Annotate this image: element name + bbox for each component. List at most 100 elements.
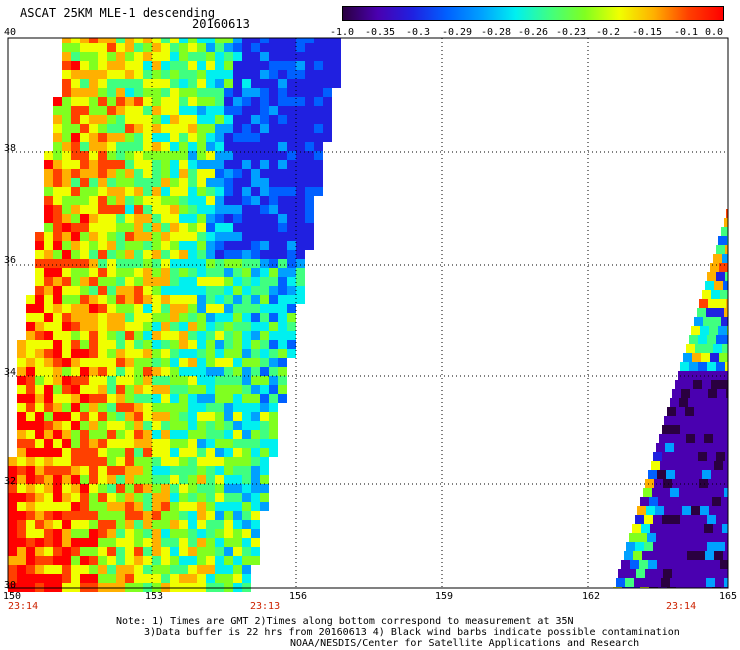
swath-cell xyxy=(224,340,233,349)
swath-cell xyxy=(35,286,44,295)
swath-cell xyxy=(179,142,188,151)
swath-cell xyxy=(260,403,269,412)
swath-cell xyxy=(134,124,143,133)
swath-cell xyxy=(278,70,287,79)
swath-cell xyxy=(206,520,215,529)
swath-cell xyxy=(233,38,242,47)
swath-cell xyxy=(287,205,296,214)
swath-cell xyxy=(667,497,676,506)
swath-cell xyxy=(134,331,143,340)
swath-cell xyxy=(224,385,233,394)
swath-cell xyxy=(233,295,242,304)
swath-cell xyxy=(206,556,215,565)
swath-cell xyxy=(206,151,215,160)
colorbar-label: -0.28 xyxy=(480,27,512,38)
swath-cell xyxy=(35,457,44,466)
swath-cell xyxy=(98,511,107,520)
swath-cell xyxy=(179,529,188,538)
swath-cell xyxy=(278,268,287,277)
swath-cell xyxy=(314,38,323,47)
swath-cell xyxy=(134,241,143,250)
swath-cell xyxy=(62,502,71,511)
swath-cell xyxy=(116,205,125,214)
swath-cell xyxy=(107,151,116,160)
swath-cell xyxy=(305,214,314,223)
swath-cell xyxy=(71,529,80,538)
swath-cell xyxy=(697,308,706,317)
swath-cell xyxy=(215,412,224,421)
swath-cell xyxy=(723,551,728,560)
swath-cell xyxy=(143,340,152,349)
swath-cell xyxy=(44,277,53,286)
swath-cell xyxy=(80,97,89,106)
swath-cell xyxy=(720,560,728,569)
swath-cell xyxy=(53,439,62,448)
swath-cell xyxy=(89,106,98,115)
swath-cell xyxy=(107,367,116,376)
swath-cell xyxy=(260,241,269,250)
swath-cell xyxy=(161,484,170,493)
lat-label-40: 40 xyxy=(4,27,17,38)
swath-cell xyxy=(260,457,269,466)
swath-cell xyxy=(125,466,134,475)
swath-cell xyxy=(53,493,62,502)
swath-cell xyxy=(278,169,287,178)
swath-cell xyxy=(260,340,269,349)
swath-cell xyxy=(287,331,296,340)
swath-cell xyxy=(224,187,233,196)
swath-cell xyxy=(233,376,242,385)
swath-cell xyxy=(134,457,143,466)
swath-cell xyxy=(233,124,242,133)
swath-cell xyxy=(215,493,224,502)
swath-cell xyxy=(233,232,242,241)
swath-cell xyxy=(690,569,699,578)
swath-cell xyxy=(719,533,728,542)
swath-cell xyxy=(170,538,179,547)
swath-cell xyxy=(632,524,641,533)
swath-cell xyxy=(71,52,80,61)
swath-cell xyxy=(89,565,98,574)
swath-cell xyxy=(161,160,170,169)
swath-cell xyxy=(634,578,643,587)
swath-cell xyxy=(242,484,251,493)
swath-cell xyxy=(242,511,251,520)
swath-cell xyxy=(116,421,125,430)
swath-cell xyxy=(650,524,659,533)
swath-cell xyxy=(170,106,179,115)
swath-cell xyxy=(179,475,188,484)
swath-cell xyxy=(260,187,269,196)
swath-cell xyxy=(62,223,71,232)
swath-cell xyxy=(224,502,233,511)
swath-cell xyxy=(89,115,98,124)
swath-cell xyxy=(116,115,125,124)
swath-cell xyxy=(161,394,170,403)
swath-cell xyxy=(107,493,116,502)
swath-cell xyxy=(98,88,107,97)
swath-cell xyxy=(170,457,179,466)
swath-cell xyxy=(53,124,62,133)
swath-cell xyxy=(197,322,206,331)
swath-cell xyxy=(71,169,80,178)
swath-cell xyxy=(689,542,698,551)
swath-cell xyxy=(62,331,71,340)
swath-cell xyxy=(80,259,89,268)
swath-cell xyxy=(134,574,143,583)
swath-cell xyxy=(224,421,233,430)
swath-cell xyxy=(152,565,161,574)
swath-cell xyxy=(152,124,161,133)
swath-cell xyxy=(260,493,269,502)
swath-cell xyxy=(707,362,716,371)
swath-cell xyxy=(673,506,682,515)
swath-cell xyxy=(134,520,143,529)
swath-cell xyxy=(197,250,206,259)
swath-cell xyxy=(179,259,188,268)
swath-cell xyxy=(305,142,314,151)
swath-cell xyxy=(8,547,17,556)
swath-cell xyxy=(44,304,53,313)
swath-cell xyxy=(62,214,71,223)
swath-cell xyxy=(62,376,71,385)
swath-cell xyxy=(125,358,134,367)
swath-cell xyxy=(188,412,197,421)
swath-cell xyxy=(161,538,170,547)
swath-cell xyxy=(98,79,107,88)
